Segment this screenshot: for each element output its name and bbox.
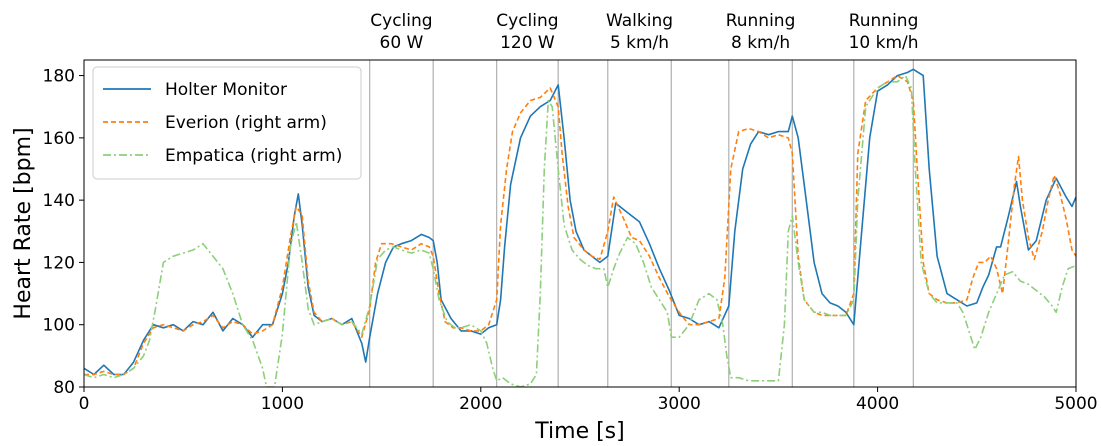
x-tick-label: 0	[79, 394, 90, 414]
phase-label-line1: Cycling	[370, 11, 432, 31]
y-tick-label: 100	[43, 316, 75, 336]
x-tick-label: 2000	[459, 394, 502, 414]
x-axis-label: Time [s]	[534, 419, 624, 444]
y-tick-label: 140	[43, 191, 75, 211]
phase-label-line2: 8 km/h	[731, 33, 790, 53]
plot-frame	[83, 59, 1077, 388]
x-axis: 0 1000 2000 3000 4000 5000	[79, 387, 1098, 414]
phase-label-line1: Cycling	[496, 11, 558, 31]
x-tick-label: 4000	[856, 394, 899, 414]
y-axis: 80 100 120 140 160 180	[43, 67, 84, 398]
y-tick-label: 120	[43, 253, 75, 273]
y-axis-label: Heart Rate [bpm]	[11, 127, 36, 319]
series-line-3	[84, 74, 1076, 387]
legend-label-1: Holter Monitor	[165, 80, 287, 100]
phase-label-line1: Walking	[606, 11, 673, 31]
y-tick-label: 80	[53, 378, 75, 398]
x-tick-label: 3000	[658, 394, 701, 414]
x-tick-label: 5000	[1054, 394, 1097, 414]
y-tick-label: 180	[43, 67, 75, 87]
phase-label-line2: 10 km/h	[849, 33, 919, 53]
series-lines	[84, 68, 1076, 387]
y-tick-label: 160	[43, 129, 75, 149]
legend-label-2: Everion (right arm)	[165, 113, 327, 133]
phase-label-line2: 120 W	[500, 33, 555, 53]
phase-label-line1: Running	[849, 11, 919, 31]
legend-label-3: Empatica (right arm)	[165, 146, 342, 166]
legend: Holter Monitor Everion (right arm) Empatic…	[92, 66, 362, 180]
x-tick-label: 1000	[261, 394, 304, 414]
phase-boundary-lines	[369, 60, 914, 387]
phase-label-line1: Running	[726, 11, 796, 31]
series-line-1	[84, 68, 1076, 376]
phase-label-line2: 60 W	[380, 33, 424, 53]
legend-box	[92, 66, 362, 180]
phase-label-line2: 5 km/h	[610, 33, 669, 53]
